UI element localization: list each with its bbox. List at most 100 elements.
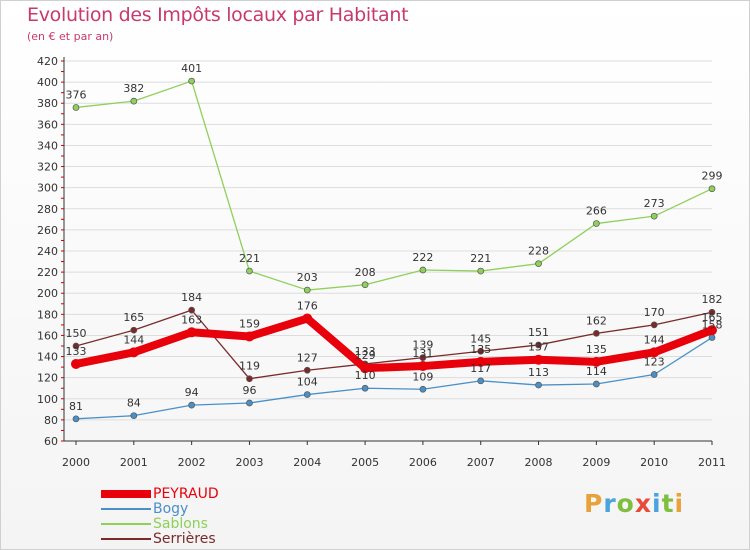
y-tick-label: 340 — [37, 139, 58, 152]
data-label: 382 — [123, 82, 144, 95]
data-point — [71, 358, 81, 369]
data-point — [650, 371, 658, 378]
logo-letter: t — [661, 489, 675, 518]
series-line-bogy — [75, 336, 713, 420]
data-point — [535, 260, 542, 268]
data-point — [593, 220, 600, 227]
data-label: 133 — [66, 345, 87, 358]
data-point — [186, 327, 197, 338]
legend-label: PEYRAUD — [153, 486, 219, 502]
y-tick-label: 260 — [37, 224, 58, 237]
logo-letter: i — [674, 489, 685, 518]
series-line-sablons — [75, 80, 713, 291]
data-point — [130, 97, 138, 105]
y-tick-label: 420 — [37, 55, 58, 68]
data-point — [475, 356, 486, 367]
legend-label: Bogy — [153, 501, 189, 517]
data-label: 170 — [644, 306, 665, 319]
y-tick-label: 380 — [37, 97, 58, 110]
data-label: 151 — [528, 326, 549, 339]
legend-swatch — [101, 490, 151, 498]
data-point — [128, 347, 139, 358]
data-label: 208 — [355, 266, 376, 279]
x-tick-label: 2001 — [120, 456, 148, 469]
series-line-serrières — [75, 309, 713, 380]
data-point — [591, 356, 602, 367]
y-tick-label: 100 — [37, 393, 58, 406]
data-point — [477, 347, 485, 355]
data-point — [188, 77, 195, 85]
data-label: 228 — [528, 245, 549, 258]
data-label: 176 — [297, 300, 318, 313]
x-tick-label: 2010 — [640, 456, 668, 469]
data-point — [708, 308, 716, 316]
data-point — [303, 286, 311, 294]
data-point — [360, 363, 371, 374]
logo-letter: i — [652, 489, 662, 518]
y-tick-label: 240 — [37, 245, 58, 258]
data-point — [593, 329, 600, 337]
y-tick-label: 360 — [37, 118, 58, 131]
data-point — [302, 313, 313, 324]
data-point — [533, 354, 544, 365]
data-label: 401 — [181, 62, 202, 75]
data-point — [130, 412, 138, 420]
data-label: 144 — [644, 333, 665, 346]
y-tick-label: 320 — [37, 161, 58, 174]
data-label: 109 — [412, 370, 433, 383]
data-point — [303, 366, 311, 374]
logo-letter: o — [616, 489, 635, 518]
data-point — [72, 104, 80, 111]
data-label: 135 — [586, 343, 607, 356]
data-point — [361, 384, 369, 392]
data-label: 221 — [470, 252, 491, 265]
series-line-peyraud — [72, 314, 716, 373]
data-label: 162 — [586, 314, 607, 327]
y-tick-label: 140 — [37, 351, 58, 364]
data-label: 117 — [470, 362, 491, 375]
grid — [64, 60, 712, 442]
data-point — [188, 401, 195, 409]
data-label: 184 — [181, 291, 202, 304]
data-point — [593, 380, 600, 388]
legend-swatch — [101, 508, 151, 510]
data-label: 131 — [412, 347, 433, 360]
data-label: 165 — [702, 311, 723, 324]
data-point — [246, 399, 253, 407]
data-label: 137 — [528, 341, 549, 354]
x-tick-label: 2008 — [525, 456, 553, 469]
x-tick-label: 2005 — [351, 456, 379, 469]
data-label: 266 — [586, 205, 607, 218]
chart-title: Evolution des Impôts locaux par Habitant — [27, 4, 409, 26]
y-tick-label: 280 — [37, 203, 58, 216]
data-point — [188, 306, 195, 314]
x-tick-label: 2002 — [178, 456, 206, 469]
data-point — [419, 354, 427, 361]
x-tick-label: 2004 — [293, 456, 321, 469]
data-label: 123 — [644, 356, 665, 369]
x-tick-label: 2009 — [582, 456, 610, 469]
x-tick-label: 2011 — [698, 456, 726, 469]
data-label: 150 — [66, 327, 87, 340]
legend-label: Sablons — [153, 516, 208, 532]
data-label: 203 — [297, 271, 318, 284]
y-tick-label: 120 — [37, 372, 58, 385]
data-point — [708, 334, 716, 341]
legend-swatch — [101, 523, 151, 525]
data-label: 376 — [66, 88, 87, 101]
data-label: 81 — [69, 400, 83, 413]
data-point — [417, 361, 428, 372]
legend-label: Serrières — [153, 531, 216, 547]
x-tick-label: 2007 — [467, 456, 495, 469]
data-label: 145 — [470, 332, 491, 345]
x-tick-label: 2000 — [62, 456, 90, 469]
data-label: 221 — [239, 252, 260, 265]
data-point — [535, 341, 542, 349]
data-label: 113 — [528, 366, 549, 379]
data-point — [707, 325, 717, 336]
data-label: 163 — [181, 313, 202, 326]
y-tick-label: 220 — [37, 266, 58, 279]
data-point — [419, 266, 427, 274]
